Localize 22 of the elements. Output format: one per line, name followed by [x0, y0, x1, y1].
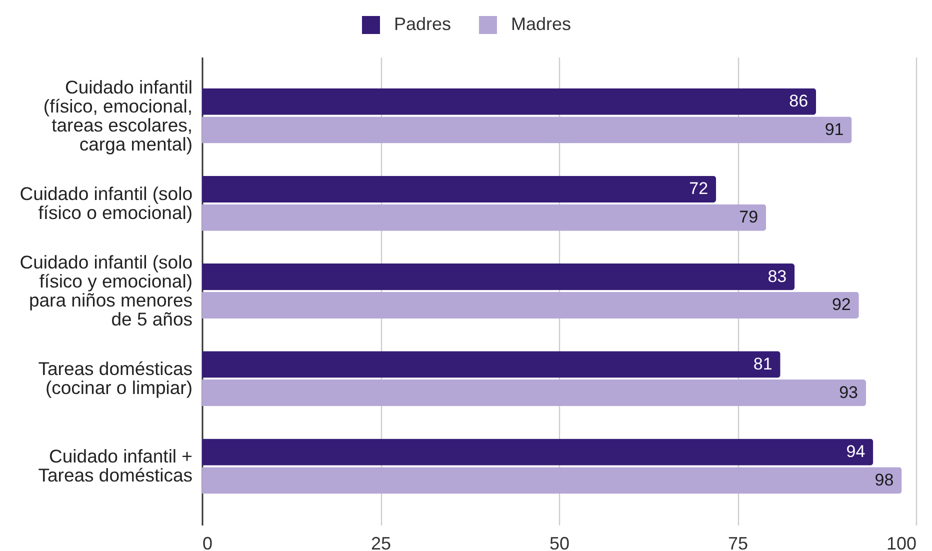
y-tick-label: Cuidado infantil (físico, emocional, tareas escolares, carga mental)	[43, 76, 192, 154]
data-label: 92	[832, 295, 851, 314]
legend-label: Madres	[510, 14, 572, 34]
x-tick-label: 100	[886, 534, 916, 551]
legend-label: Padres	[394, 14, 452, 34]
data-label: 86	[789, 92, 808, 111]
data-label: 91	[824, 120, 844, 139]
x-tick-label: 0	[202, 534, 213, 551]
data-label: 98	[874, 470, 894, 490]
data-label: 79	[739, 208, 758, 227]
x-tick-label: 25	[370, 534, 392, 551]
y-tick-label: Cuidado infantil (solo físico o emocional)	[20, 182, 192, 223]
data-label: 93	[839, 382, 858, 402]
x-tick-label: 75	[728, 534, 748, 551]
y-tick-label: Cuidado infantil (solo físico y emocional) para niños menores de 5 años	[20, 252, 192, 330]
x-tick-label: 50	[549, 534, 570, 551]
data-label: 81	[753, 354, 772, 374]
data-label: 83	[768, 266, 787, 286]
data-label: 72	[689, 179, 708, 198]
y-tick-label: Tareas domésticas (cocinar o limpiar)	[38, 358, 192, 398]
y-tick-label: Cuidado infantil + Tareas domésticas	[38, 446, 192, 486]
data-label: 94	[846, 442, 866, 462]
